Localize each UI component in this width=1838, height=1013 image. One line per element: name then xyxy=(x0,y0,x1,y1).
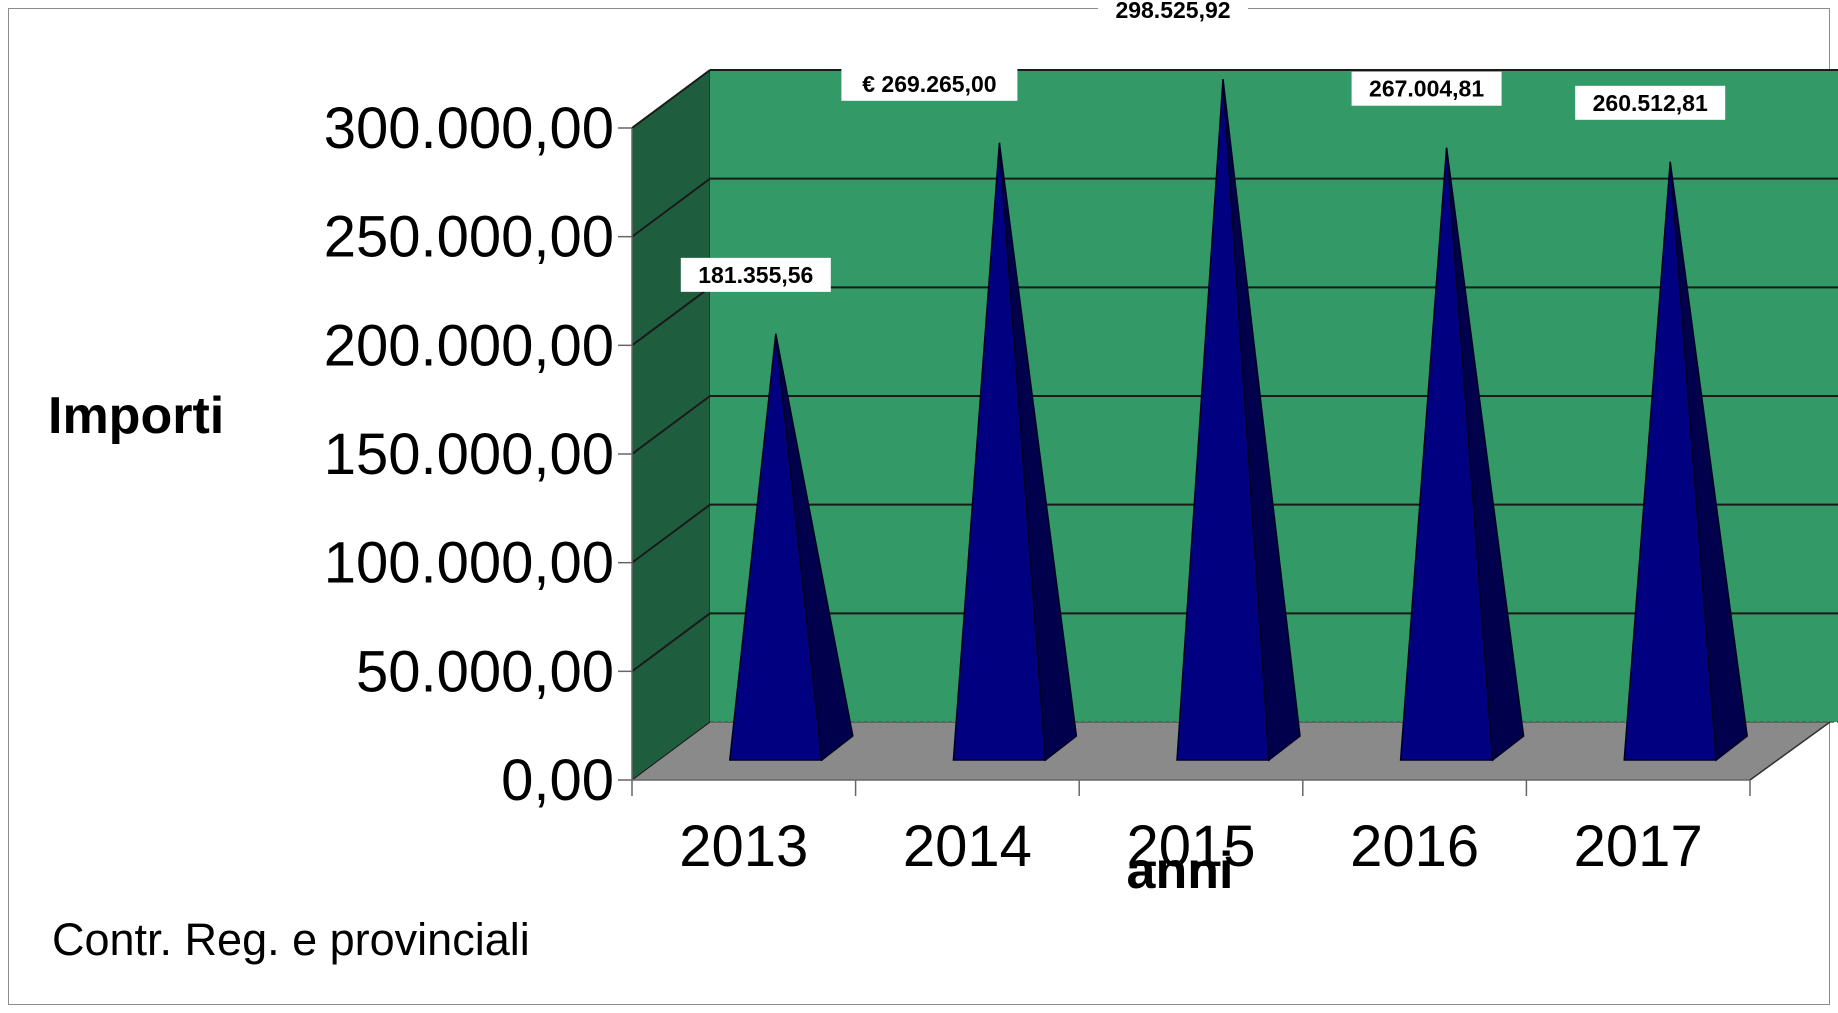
y-tick-label: 200.000,00 xyxy=(324,313,614,378)
data-label-box xyxy=(841,66,1018,101)
floor-right-edge xyxy=(1749,721,1831,781)
pyramid-bars xyxy=(728,79,1749,762)
y-tick-label: 100.000,00 xyxy=(324,531,614,596)
x-tick-label: 2013 xyxy=(679,814,808,879)
category-axis-ticks: 2013 2014 2015 2016 2017 xyxy=(631,780,1751,879)
data-label-2014: € 269.265,00 xyxy=(862,71,996,97)
x-axis-title: anni xyxy=(1127,842,1234,900)
gridline-side xyxy=(631,286,711,347)
y-axis-title: Importi xyxy=(48,387,224,445)
x-tick-label: 2016 xyxy=(1350,814,1479,879)
pyramid-bar-side-2016 xyxy=(1445,147,1525,762)
gridline-side xyxy=(631,503,711,564)
data-label-2016: 267.004,81 xyxy=(1369,76,1484,102)
y-tick-label: 0,00 xyxy=(501,748,614,813)
data-label-2015: 298.525,92 xyxy=(1115,0,1230,23)
pyramid-bar-side-2014 xyxy=(998,142,1078,762)
footer-note: Contr. Reg. e provinciali xyxy=(52,914,530,965)
value-axis-ticks: 0,00 50.000,00 100.000,00 150.000,00 200.000… xyxy=(324,96,632,813)
data-labels: 181.355,56 € 269.265,00 298.525,92 267.004,… xyxy=(680,0,1726,292)
data-label-2013: 181.355,56 xyxy=(698,262,813,288)
pyramid-bar-side-2017 xyxy=(1669,161,1749,762)
data-label-2017: 260.512,81 xyxy=(1593,90,1708,116)
gridline-side xyxy=(631,612,711,673)
pyramid-bar-side-2015 xyxy=(1222,79,1301,762)
data-label-box xyxy=(1575,85,1726,120)
data-label-box xyxy=(1351,71,1502,106)
y-tick-label: 250.000,00 xyxy=(324,205,614,270)
data-label-box xyxy=(1098,0,1248,28)
data-label-box xyxy=(680,257,831,292)
x-tick-label: 2015 xyxy=(1126,814,1255,879)
y-tick-label: 150.000,00 xyxy=(324,422,614,487)
x-tick-label: 2017 xyxy=(1574,814,1703,879)
y-tick-label: 300.000,00 xyxy=(324,96,614,161)
y-tick-label: 50.000,00 xyxy=(356,639,614,704)
gridline-side xyxy=(631,177,711,238)
gridline-side xyxy=(631,395,711,455)
gridline-side xyxy=(631,69,711,129)
x-tick-label: 2014 xyxy=(903,814,1032,879)
pyramid-bar-side-2013 xyxy=(775,333,854,762)
